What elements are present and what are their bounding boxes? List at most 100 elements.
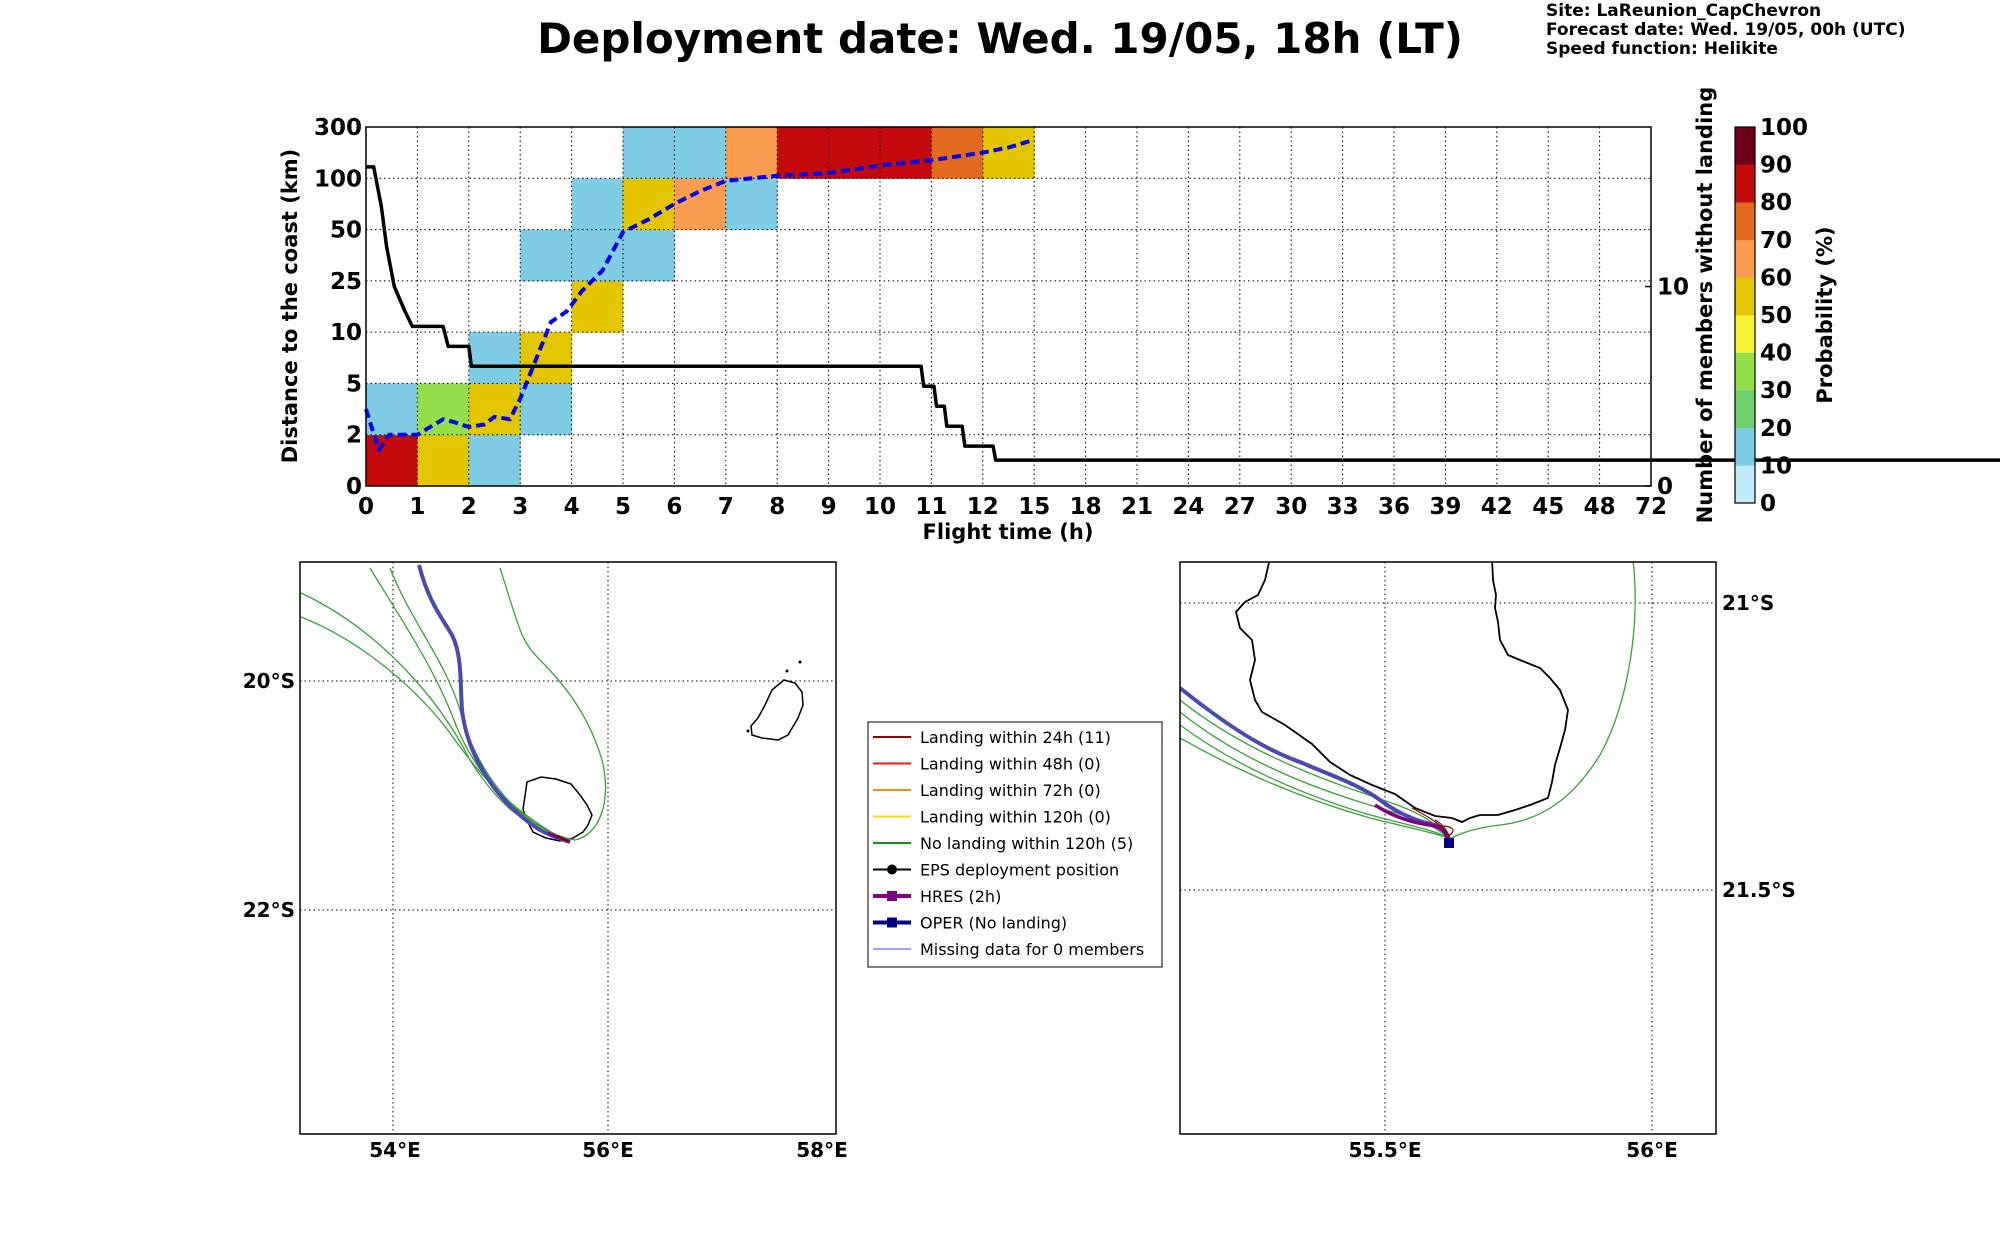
- colorbar-tick-label: 50: [1760, 303, 1792, 329]
- heatmap-cell: [468, 332, 521, 384]
- colorbar-label: Probability (%): [1813, 226, 1837, 403]
- colorbar-segment: [1735, 352, 1755, 391]
- x-axis-label: Flight time (h): [923, 520, 1094, 544]
- eps-track: [1180, 699, 1449, 839]
- x-tick-label: 6: [666, 494, 682, 520]
- eps-track: [300, 616, 566, 841]
- heatmap-cell: [674, 178, 727, 231]
- x-tick-label: 45: [1532, 494, 1564, 520]
- chart-series: [364, 137, 2000, 462]
- y2-tick-labels: 0 10: [1645, 275, 1689, 500]
- heatmap-cell: [366, 434, 418, 487]
- legend-marker: [887, 917, 897, 928]
- y-tick-label: 2: [346, 423, 362, 449]
- reunion-coast-detail: [1235, 562, 1569, 823]
- legend-label: Landing within 48h (0): [920, 755, 1101, 774]
- legend-marker: [887, 864, 897, 875]
- lon-label-58e: 58°E: [796, 1138, 848, 1162]
- x-tick-label: 72: [1635, 494, 1667, 520]
- heatmap-cells: [366, 127, 1035, 487]
- heatmap-cell: [623, 229, 675, 282]
- heatmap-cell: [366, 383, 418, 436]
- colorbar-tick-label: 70: [1760, 228, 1792, 254]
- main-title: Deployment date: Wed. 19/05, 18h (LT): [537, 14, 1463, 63]
- left-map-content: [300, 562, 836, 1134]
- legend-label: Landing within 72h (0): [920, 781, 1101, 800]
- eps-track: [1180, 724, 1449, 839]
- eps-track: [1180, 737, 1449, 839]
- x-tick-label: 12: [967, 494, 999, 520]
- x-tick-label: 42: [1481, 494, 1513, 520]
- colorbar-tick-label: 40: [1760, 341, 1792, 367]
- x-tick-label: 7: [718, 494, 734, 520]
- heatmap-cell: [468, 434, 521, 487]
- legend-items: Landing within 24h (11) Landing within 48…: [873, 728, 1144, 959]
- heatmap-cell: [417, 383, 470, 436]
- plot-frame: [365, 126, 1652, 487]
- colorbar-segment: [1735, 390, 1755, 429]
- lat-label-22s: 22°S: [243, 898, 295, 922]
- colorbar-frame: [1734, 126, 1756, 504]
- heatmap-cell: [777, 127, 830, 179]
- y-tick-label: 300: [314, 115, 362, 141]
- y-tick-label: 25: [330, 269, 362, 295]
- landing-24h-tracks: [1411, 807, 1454, 839]
- heatmap-cell: [674, 127, 727, 179]
- y-axis-label: Distance to the coast (km): [278, 149, 302, 464]
- lon-label-55-5e: 55.5°E: [1348, 1138, 1421, 1162]
- heatmap-cell: [520, 229, 573, 282]
- lon-label-54e: 54°E: [369, 1138, 421, 1162]
- y2-axis-label: Number of members without landing: [1693, 87, 1717, 524]
- x-tick-label: 36: [1378, 494, 1410, 520]
- heatmap-cell: [931, 127, 984, 179]
- left-trajectory-map: 54°E 56°E 58°E 20°S 22°S: [243, 561, 848, 1162]
- deployment-marker: [1444, 838, 1454, 848]
- colorbar-tick-label: 90: [1760, 153, 1792, 179]
- site-label: Site: LaReunion_CapChevron: [1546, 1, 1822, 21]
- x-tick-label: 4: [564, 494, 580, 520]
- x-tick-label: 8: [769, 494, 785, 520]
- distance-heatmap-chart: 0 1 2 3 4 5 6 7 8 9 10 11 12 15 18 21 24 27 30 33 36 39 42 45 48…: [278, 87, 2000, 544]
- colorbar-tick-label: 100: [1760, 115, 1808, 141]
- heatmap-cell: [725, 127, 778, 179]
- members-without-landing-line: [366, 165, 2000, 462]
- oper-track: [417, 564, 571, 844]
- legend-label: Landing within 24h (11): [920, 728, 1111, 747]
- hres-track: [1374, 803, 1450, 841]
- lon-label-56e: 56°E: [1626, 1138, 1678, 1162]
- colorbar-segment: [1735, 315, 1755, 353]
- legend-label: HRES (2h): [920, 887, 1001, 906]
- x-tick-label: 2: [461, 494, 477, 520]
- left-map-frame-bg: [300, 562, 836, 1134]
- colorbar-segment: [1735, 277, 1755, 316]
- x-tick-label: 9: [821, 494, 837, 520]
- colorbar-tick-label: 80: [1760, 190, 1792, 216]
- x-tick-label: 15: [1018, 494, 1050, 520]
- colorbar-tick-label: 60: [1760, 265, 1792, 291]
- x-tick-label: 30: [1275, 494, 1307, 520]
- eps-track: [499, 567, 607, 841]
- x-tick-label: 24: [1172, 494, 1204, 520]
- right-map-frame: [1179, 561, 1717, 1135]
- legend-frame: [867, 721, 1163, 968]
- colorbar-tick-label: 20: [1760, 416, 1792, 442]
- colorbar-segment: [1735, 202, 1755, 241]
- y2-tick-label: 10: [1657, 275, 1689, 301]
- heatmap-cell: [623, 127, 675, 179]
- heatmap-cell: [982, 127, 1035, 179]
- colorbar-tick-label: 30: [1760, 378, 1792, 404]
- lat-label-20s: 20°S: [243, 669, 295, 693]
- median-distance-line: [364, 137, 1035, 453]
- legend-label: Landing within 120h (0): [920, 808, 1111, 827]
- heatmap-cell: [571, 178, 624, 231]
- x-tick-label: 3: [512, 494, 528, 520]
- heatmap-cell: [520, 332, 573, 384]
- left-map-frame: [299, 561, 837, 1135]
- legend-label: EPS deployment position: [920, 861, 1119, 880]
- x-tick-label: 48: [1584, 494, 1616, 520]
- eps-track: [1447, 562, 1636, 841]
- run-info: Site: LaReunion_CapChevron Forecast date…: [1546, 2, 1905, 59]
- colorbar-segment: [1735, 427, 1755, 466]
- x-tick-label: 1: [409, 494, 425, 520]
